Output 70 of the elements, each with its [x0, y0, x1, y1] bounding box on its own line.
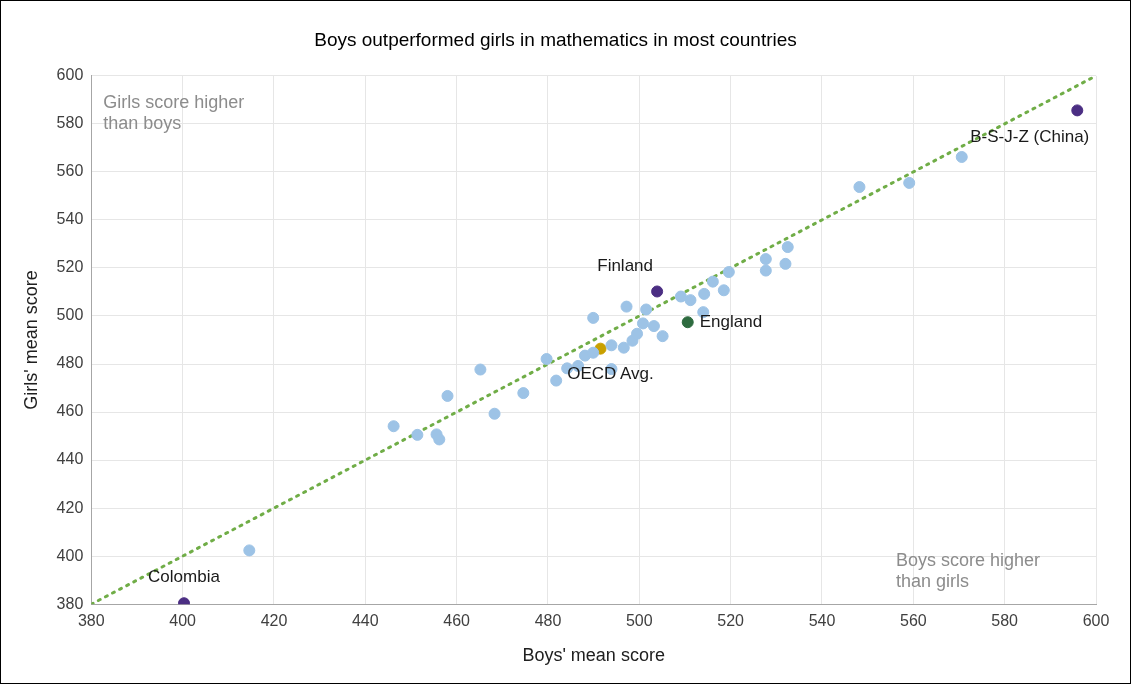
- point: [674, 290, 687, 303]
- point: [853, 181, 866, 193]
- annotation: Boys score higher than girls: [896, 550, 1041, 592]
- y-tick-label: 540: [56, 210, 84, 228]
- x-tick-label: 400: [169, 612, 197, 630]
- point: [706, 275, 719, 288]
- y-tick-label: 460: [56, 402, 84, 420]
- point: [779, 257, 792, 270]
- point: [587, 311, 600, 324]
- x-tick-label: 460: [443, 612, 471, 630]
- x-tick-label: 560: [899, 612, 927, 630]
- point: [620, 300, 633, 313]
- y-tick-label: 500: [56, 306, 84, 324]
- point: [722, 266, 735, 279]
- point: [647, 320, 660, 333]
- x-tick-label: 600: [1082, 612, 1110, 630]
- x-tick-label: 480: [534, 612, 562, 630]
- x-tick-label: 540: [808, 612, 836, 630]
- point: [955, 150, 968, 163]
- point: [759, 264, 772, 277]
- y-tick-label: 520: [56, 258, 84, 276]
- point: [517, 387, 530, 400]
- x-axis-title: Boys' mean score: [522, 645, 665, 666]
- point: [1071, 104, 1084, 117]
- point: [903, 176, 916, 189]
- y-axis-title: Girls' mean score: [20, 270, 41, 410]
- y-tick-label: 380: [56, 594, 84, 612]
- x-tick-label: 500: [625, 612, 653, 630]
- point: [631, 327, 644, 340]
- y-tick-label: 400: [56, 546, 84, 564]
- x-tick-label: 520: [717, 612, 745, 630]
- point: [684, 294, 697, 307]
- y-tick-label: 600: [56, 66, 84, 84]
- point: [441, 389, 454, 402]
- point: [617, 341, 630, 354]
- point: [636, 317, 649, 330]
- point: [488, 407, 501, 420]
- point: [759, 253, 772, 266]
- y-tick-label: 480: [56, 354, 84, 372]
- point: [717, 284, 730, 297]
- point: [433, 433, 446, 446]
- point: [651, 285, 664, 298]
- series-label: OECD Avg.: [567, 363, 654, 383]
- point: [550, 374, 563, 387]
- y-tick-label: 420: [56, 498, 84, 516]
- point: [243, 544, 256, 557]
- point: [387, 420, 400, 433]
- point: [474, 363, 487, 376]
- y-tick-label: 560: [56, 162, 84, 180]
- point: [411, 428, 424, 441]
- x-tick-label: 580: [991, 612, 1019, 630]
- chart-title: Boys outperformed girls in mathematics in most countries: [314, 28, 797, 50]
- y-tick-label: 580: [56, 114, 84, 132]
- series-label: Colombia: [148, 567, 221, 587]
- point: [605, 339, 618, 352]
- point: [540, 352, 553, 365]
- point: [587, 346, 600, 359]
- point: [698, 287, 711, 300]
- x-tick-label: 420: [260, 612, 288, 630]
- x-tick-label: 380: [77, 612, 105, 630]
- x-tick-label: 440: [351, 612, 379, 630]
- series-label: B-S-J-Z (China): [970, 127, 1090, 147]
- series-label: England: [699, 311, 763, 331]
- point: [781, 241, 794, 254]
- annotation: Girls score higher than boys: [103, 91, 245, 133]
- point: [640, 303, 653, 316]
- y-tick-label: 440: [56, 450, 84, 468]
- point: [681, 316, 694, 329]
- point: [656, 330, 669, 343]
- series-label: Finland: [597, 255, 654, 275]
